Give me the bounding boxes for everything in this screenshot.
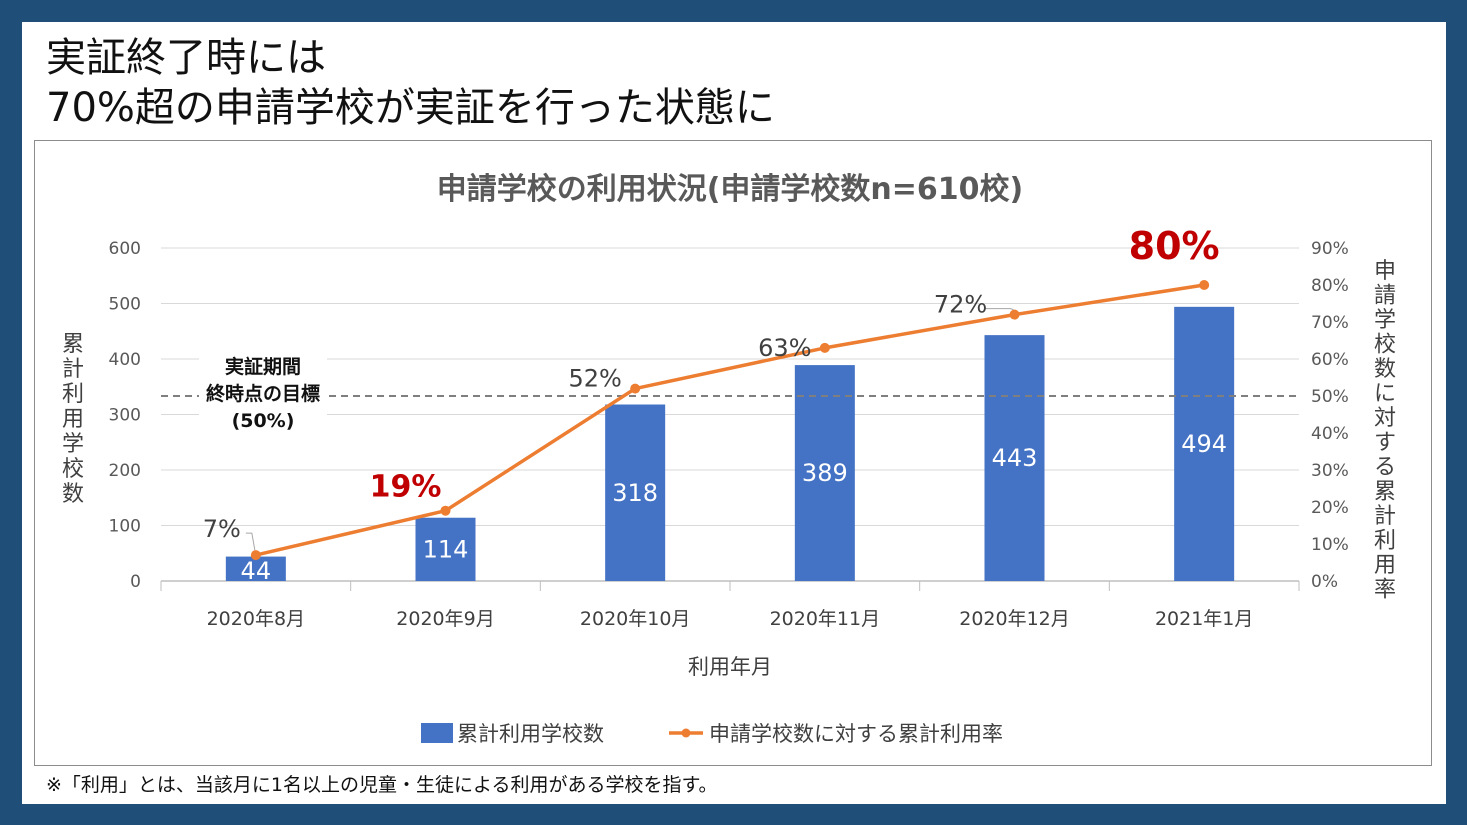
x-tick-label: 2021年1月 [1155, 608, 1253, 630]
y-left-tick-label: 400 [109, 350, 141, 370]
point-label-leader [245, 532, 256, 551]
y-left-axis-title-char: 数 [62, 482, 84, 507]
y-right-tick-label: 70% [1311, 313, 1349, 333]
highlighted-point-label: 80% [1129, 224, 1220, 268]
y-right-axis-title-char: 計 [1374, 504, 1396, 529]
y-left-tick-label: 200 [109, 461, 141, 481]
line-point [1009, 309, 1020, 320]
legend-bar-label: 累計利用学校数 [457, 722, 604, 746]
bar-value-label: 389 [802, 459, 848, 487]
y-right-axis-title-char: る [1374, 455, 1396, 480]
bar-value-label: 443 [992, 444, 1038, 472]
y-right-tick-label: 80% [1311, 276, 1349, 296]
bar-value-label: 494 [1181, 430, 1227, 458]
y-right-axis-title-char: す [1374, 431, 1396, 456]
bar-value-label: 114 [423, 535, 469, 563]
point-label: 72% [934, 291, 987, 319]
chart: 申請学校の利用状況(申請学校数n=610校) 0 100 200 300 400 500 60… [62, 172, 1396, 746]
line-point [819, 342, 830, 353]
y-right-axis-title-char: 校 [1374, 333, 1396, 358]
y-right-tick-label: 40% [1311, 424, 1349, 444]
y-right-axis-title-char: 用 [1374, 553, 1396, 578]
x-tick-label: 2020年10月 [580, 608, 691, 630]
y-left-axis-title: 累計利用学校数 [62, 332, 84, 507]
legend-line-label: 申請学校数に対する累計利用率 [709, 722, 1003, 746]
point-label: 63% [758, 334, 811, 362]
x-tick-label: 2020年12月 [959, 608, 1070, 630]
y-right-tick-label: 10% [1311, 535, 1349, 555]
bar [1174, 306, 1235, 581]
y-right-tick-label: 50% [1311, 387, 1349, 407]
y-left-axis-title-char: 学 [62, 432, 84, 457]
footnote: ※「利用」とは、当該月に1名以上の児童・生徒による利用がある学校を指す。 [46, 774, 718, 796]
y-right-tick-label: 20% [1311, 498, 1349, 518]
bar [794, 365, 855, 581]
y-left-tick-label: 100 [109, 517, 141, 537]
y-left-axis-title-char: 累 [62, 332, 84, 357]
chart-frame: 申請学校の利用状況(申請学校数n=610校) 0 100 200 300 400 500 60… [34, 140, 1432, 766]
line-point [440, 505, 451, 516]
y-right-axis-title: 申請学校数に対する累計利用率 [1374, 259, 1396, 603]
x-axis-title: 利用年月 [688, 655, 772, 679]
slide: 実証終了時には 70%超の申請学校が実証を行った状態に 申請学校の利用状況(申請… [22, 22, 1446, 804]
line-point [1199, 280, 1210, 290]
line-series [255, 283, 1205, 557]
chart-title: 申請学校の利用状況(申請学校数n=610校) [437, 172, 1024, 207]
y-right-tick-label: 0% [1311, 572, 1338, 592]
y-right-axis-title-char: 累 [1374, 480, 1396, 505]
highlighted-point-label: 19% [370, 470, 442, 505]
slide-title-line-1: 実証終了時には [46, 35, 326, 81]
line-point [630, 383, 641, 394]
y-right-axis-title-char: 請 [1374, 284, 1396, 309]
bar-value-label: 318 [612, 479, 658, 507]
bar-value-label: 44 [241, 557, 272, 585]
x-tick-label: 2020年9月 [396, 608, 494, 630]
y-left-tick-label: 600 [109, 239, 141, 259]
y-right-axis-title-char: 申 [1374, 259, 1396, 284]
y-right-axis-title-char: 学 [1374, 308, 1396, 333]
y-right-axis-title-char: 率 [1374, 578, 1396, 603]
y-right-tick-label: 30% [1311, 461, 1349, 481]
bar [415, 517, 476, 581]
y-left-tick-label: 0 [130, 572, 141, 592]
slide-title-line-2: 70%超の申請学校が実証を行った状態に [46, 85, 775, 131]
point-label: 7% [203, 515, 241, 543]
bar [605, 404, 666, 581]
y-left-tick-label: 300 [109, 406, 141, 426]
y-right-axis-title-char: 利 [1374, 529, 1396, 554]
legend-bar-swatch [421, 723, 453, 743]
y-left-axis-title-char: 用 [62, 407, 84, 432]
target-label: 終時点の目標 [206, 382, 320, 405]
y-right-tick-label: 60% [1311, 350, 1349, 370]
y-left-axis-title-char: 校 [62, 457, 84, 482]
y-right-tick-label: 90% [1311, 239, 1349, 259]
target-label: (50%) [232, 410, 295, 432]
point-label: 52% [568, 365, 621, 393]
legend-line-marker [681, 728, 691, 738]
y-left-axis-title-char: 計 [62, 357, 84, 382]
point-label-leader [984, 308, 1014, 311]
y-left-tick-label: 500 [109, 295, 141, 315]
bar [225, 556, 286, 581]
x-tick-label: 2020年11月 [770, 608, 881, 630]
target-label-background [199, 351, 327, 433]
bar [984, 335, 1045, 581]
x-tick-label: 2020年8月 [207, 608, 305, 630]
y-left-axis-title-char: 利 [62, 382, 84, 407]
y-right-axis-title-char: に [1374, 382, 1396, 407]
line-point [250, 550, 261, 561]
y-right-axis-title-char: 数 [1374, 357, 1396, 382]
target-label: 実証期間 [225, 355, 301, 378]
y-right-axis-title-char: 対 [1374, 406, 1396, 431]
